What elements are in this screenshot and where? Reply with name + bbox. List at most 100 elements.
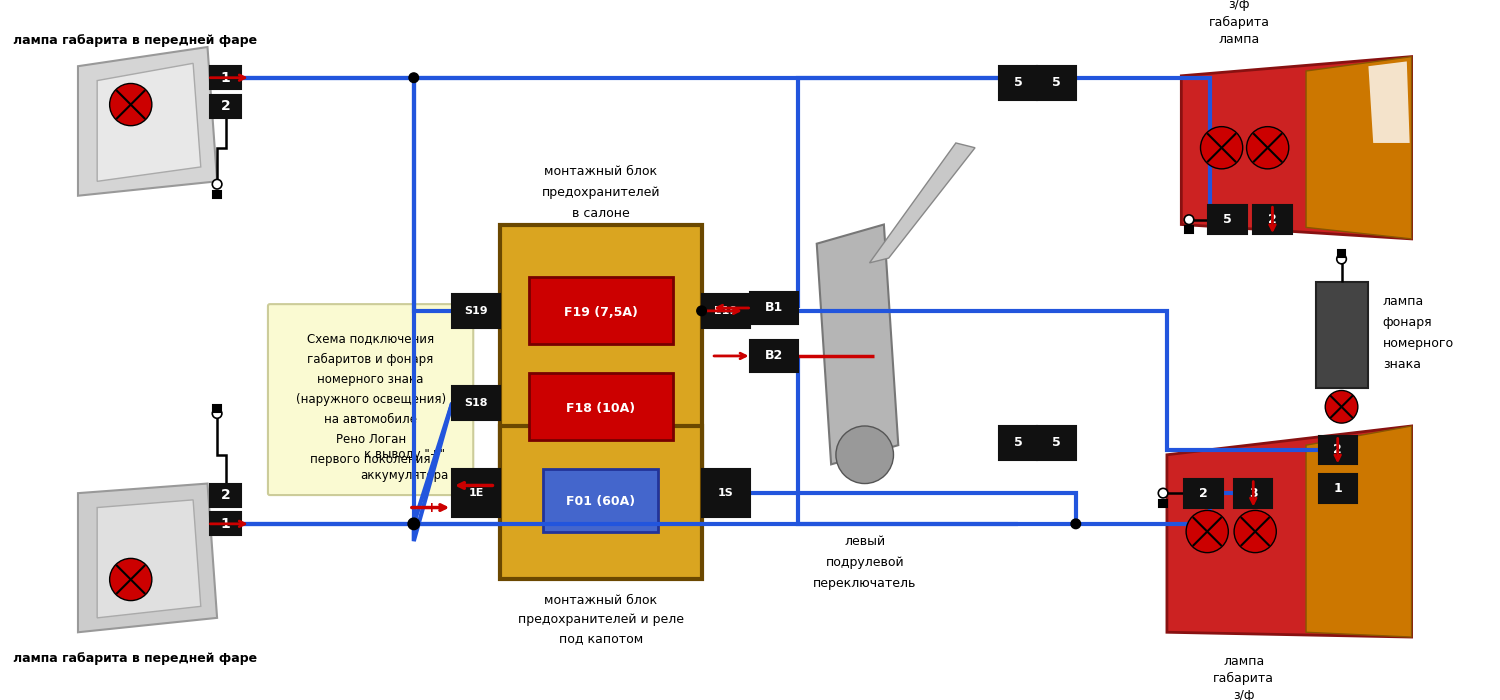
Bar <box>1316 282 1368 388</box>
Text: лампа: лампа <box>1218 33 1260 46</box>
Polygon shape <box>1182 57 1411 239</box>
Bar <box>452 293 500 328</box>
Text: 5: 5 <box>1014 436 1023 449</box>
Bar <box>1038 66 1076 100</box>
Bar <box>1038 426 1076 460</box>
Circle shape <box>836 426 894 484</box>
Circle shape <box>213 179 222 189</box>
Bar <box>1254 205 1292 234</box>
Circle shape <box>1158 489 1168 498</box>
Text: лампа: лампа <box>1383 295 1423 308</box>
Bar <box>1184 479 1222 507</box>
Text: 2: 2 <box>220 488 231 502</box>
Bar <box>999 66 1038 100</box>
Text: 1S: 1S <box>717 488 734 498</box>
Bar <box>213 405 220 412</box>
Polygon shape <box>98 500 201 618</box>
Text: F18 (10A): F18 (10A) <box>567 402 636 415</box>
Text: предохранителей и реле: предохранителей и реле <box>518 613 684 626</box>
Circle shape <box>110 83 152 126</box>
Text: 5: 5 <box>1052 76 1060 90</box>
Bar <box>210 66 242 89</box>
Text: з/ф: з/ф <box>1233 689 1254 700</box>
Text: Схема подключения
габаритов и фонаря
номерного знака
(наружного освещения)
на ав: Схема подключения габаритов и фонаря ном… <box>296 332 446 466</box>
Bar <box>452 469 500 517</box>
Polygon shape <box>1306 57 1412 239</box>
Polygon shape <box>78 47 218 196</box>
Circle shape <box>410 519 419 528</box>
Bar <box>1318 435 1358 464</box>
Bar <box>702 469 750 517</box>
Text: лампа габарита в передней фаре: лампа габарита в передней фаре <box>13 34 258 47</box>
Text: 3: 3 <box>1250 486 1257 500</box>
Circle shape <box>410 73 419 83</box>
Bar <box>1338 251 1346 257</box>
Circle shape <box>1184 215 1194 225</box>
Bar <box>210 95 242 118</box>
Circle shape <box>1200 127 1242 169</box>
Text: предохранителей: предохранителей <box>542 186 660 200</box>
Bar <box>500 225 702 493</box>
Bar <box>1208 205 1246 234</box>
Text: знака: знака <box>1383 358 1420 371</box>
Text: лампа габарита в передней фаре: лампа габарита в передней фаре <box>13 652 258 665</box>
Text: B1: B1 <box>765 302 783 314</box>
Bar <box>530 373 674 440</box>
Text: габарита: габарита <box>1214 672 1274 685</box>
Text: 2: 2 <box>1198 486 1208 500</box>
Bar <box>500 426 702 580</box>
Bar <box>750 340 798 372</box>
Polygon shape <box>1368 62 1410 143</box>
Text: +: + <box>424 500 436 514</box>
Text: переключатель: переключатель <box>813 577 916 590</box>
Circle shape <box>1246 127 1288 169</box>
Text: лампа: лампа <box>1222 654 1264 668</box>
Bar <box>1318 474 1358 503</box>
Bar <box>702 293 750 328</box>
Polygon shape <box>1167 426 1412 637</box>
Text: левый: левый <box>844 535 885 547</box>
Circle shape <box>698 306 706 316</box>
Text: к выводу "+": к выводу "+" <box>363 448 444 461</box>
Text: 2: 2 <box>1268 214 1276 226</box>
Text: в салоне: в салоне <box>572 207 630 220</box>
Bar <box>1160 500 1167 507</box>
Polygon shape <box>98 63 201 181</box>
Bar <box>210 484 242 507</box>
Bar <box>750 292 798 324</box>
Polygon shape <box>870 143 975 263</box>
Bar <box>1185 226 1192 233</box>
Circle shape <box>1234 510 1276 552</box>
Bar <box>530 277 674 344</box>
Text: аккумулятора: аккумулятора <box>360 470 448 482</box>
Text: номерного: номерного <box>1383 337 1454 350</box>
Text: габарита: габарита <box>1209 15 1269 29</box>
Text: 5: 5 <box>1052 436 1060 449</box>
Circle shape <box>213 409 222 419</box>
Text: монтажный блок: монтажный блок <box>544 165 657 178</box>
Bar <box>213 191 220 197</box>
Bar <box>999 426 1038 460</box>
Bar <box>1234 479 1272 507</box>
Bar <box>452 386 500 420</box>
Text: под капотом: под капотом <box>558 633 644 645</box>
Text: E19: E19 <box>714 306 736 316</box>
Text: 5: 5 <box>1222 214 1232 226</box>
Circle shape <box>1186 510 1228 552</box>
Polygon shape <box>78 484 218 632</box>
Text: B2: B2 <box>765 349 783 363</box>
Text: 2: 2 <box>220 99 231 113</box>
Text: 5: 5 <box>1014 76 1023 90</box>
Text: подрулевой: подрулевой <box>825 556 904 568</box>
Text: з/ф: з/ф <box>1228 0 1250 11</box>
Text: 2: 2 <box>1334 444 1342 456</box>
Text: 1: 1 <box>1334 482 1342 495</box>
Text: фонаря: фонаря <box>1383 316 1432 329</box>
FancyBboxPatch shape <box>268 304 474 495</box>
Text: 1: 1 <box>220 71 231 85</box>
Circle shape <box>1071 519 1080 528</box>
Circle shape <box>408 518 420 530</box>
Text: 1: 1 <box>220 517 231 531</box>
Bar <box>543 469 658 531</box>
Text: 1E: 1E <box>468 488 484 498</box>
